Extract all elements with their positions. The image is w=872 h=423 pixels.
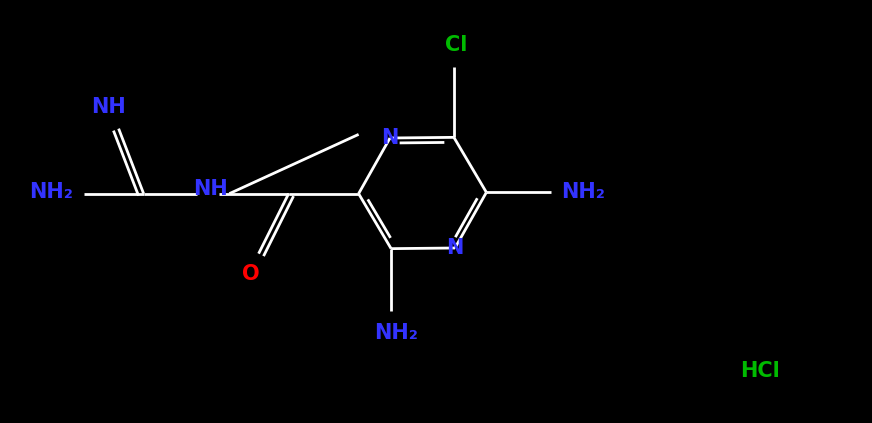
- Text: NH: NH: [92, 96, 126, 117]
- Text: HCl: HCl: [740, 361, 780, 381]
- Text: NH₂: NH₂: [562, 182, 605, 202]
- Text: O: O: [242, 264, 260, 284]
- Text: NH₂: NH₂: [374, 323, 418, 343]
- Text: Cl: Cl: [445, 36, 467, 55]
- Text: NH₂: NH₂: [29, 181, 72, 202]
- Text: NH: NH: [194, 179, 228, 199]
- Text: N: N: [446, 238, 464, 258]
- Text: N: N: [381, 128, 399, 148]
